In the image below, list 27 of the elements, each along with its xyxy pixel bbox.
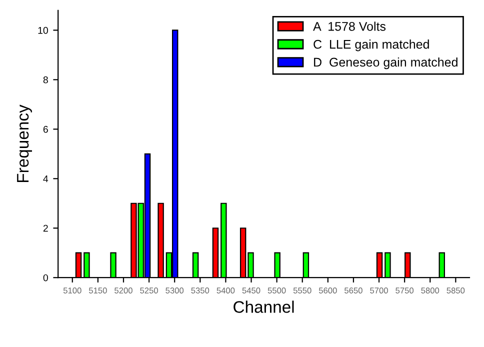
x-tick-label: 5200: [114, 288, 132, 294]
x-tick-label: 5750: [396, 288, 414, 294]
x-tick-label: 5650: [344, 288, 362, 294]
x-tick-label: 5700: [370, 288, 388, 294]
y-tick-label: 4: [43, 175, 48, 182]
x-tick-label: 5800: [421, 288, 440, 294]
x-tick-label: 5350: [191, 288, 210, 294]
y-axis-title: Frequency: [17, 104, 32, 182]
legend-label: C LLE gain matched: [314, 40, 429, 52]
y-tick-label: 10: [38, 26, 48, 34]
x-tick-label: 5550: [293, 288, 312, 294]
x-tick-label: 5250: [140, 288, 158, 294]
x-tick-label: 5500: [268, 288, 286, 294]
y-tick-label: 8: [43, 76, 48, 84]
legend-label: A 1578 Volts: [313, 22, 386, 31]
x-tick-label: 5300: [166, 288, 184, 294]
y-tick-label: 2: [43, 224, 48, 232]
x-tick-label: 5400: [216, 288, 235, 294]
x-tick-label: 5600: [318, 288, 337, 294]
legend-label: D Geneseo gain matched: [314, 57, 458, 70]
x-axis-title: Channel: [234, 300, 294, 313]
x-tick-label: 5150: [89, 288, 107, 294]
x-tick-label: 5450: [242, 288, 260, 294]
y-tick-label: 0: [43, 274, 48, 282]
x-tick-label: 5850: [446, 288, 465, 294]
y-tick-label: 6: [43, 126, 48, 133]
x-tick-label: 5100: [63, 288, 82, 294]
